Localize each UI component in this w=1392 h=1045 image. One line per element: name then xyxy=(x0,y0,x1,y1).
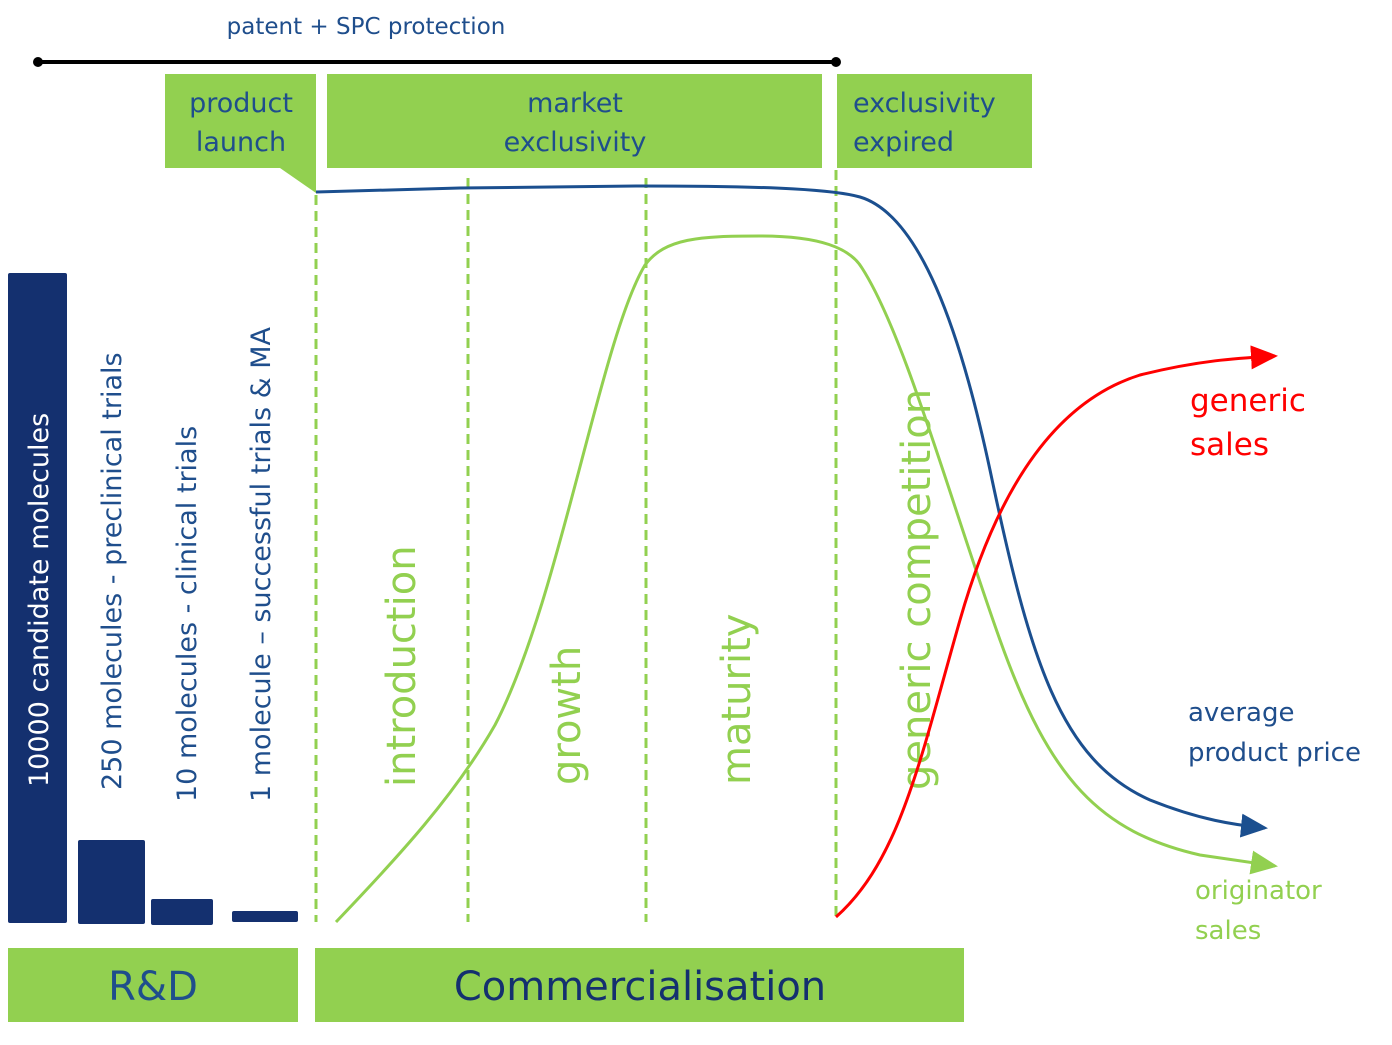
exclusivity-expired-line2: expired xyxy=(853,127,954,158)
originator-sales-label-line1: originator xyxy=(1195,876,1322,906)
exclusivity-expired-line1: exclusivity xyxy=(853,88,996,119)
originator-sales-label-line2: sales xyxy=(1195,916,1261,946)
rnd-stage-1-label: 10000 candidate molecules xyxy=(24,413,55,787)
phase-introduction: introduction xyxy=(379,545,425,787)
rnd-phase-bar: R&D xyxy=(8,948,298,1022)
originator-sales-curve xyxy=(334,234,1278,924)
rnd-stage-2-label: 250 molecules - preclinical trials xyxy=(97,352,128,790)
phase-maturity: maturity xyxy=(714,614,760,785)
product-launch-line2: launch xyxy=(196,127,286,158)
average-price-curve xyxy=(315,184,1268,838)
rnd-label: R&D xyxy=(108,964,198,1010)
rnd-bars xyxy=(8,273,298,925)
average-price-label-line2: product price xyxy=(1188,738,1361,768)
bar-10-molecules xyxy=(151,899,213,925)
average-price-label-line1: average xyxy=(1188,698,1294,728)
commercialisation-label: Commercialisation xyxy=(454,964,826,1010)
bar-1-molecule xyxy=(232,911,298,922)
phase-generic-competition: generic competition xyxy=(894,389,940,790)
protection-timeline xyxy=(33,57,841,67)
market-exclusivity-box: market exclusivity xyxy=(327,74,822,168)
phase-growth: growth xyxy=(544,646,590,785)
bar-250-molecules xyxy=(78,840,145,924)
bar-10000-molecules xyxy=(8,273,67,923)
market-exclusivity-line2: exclusivity xyxy=(504,127,647,158)
protection-label: patent + SPC protection xyxy=(227,14,506,40)
market-exclusivity-line1: market xyxy=(527,88,623,119)
commercialisation-phase-bar: Commercialisation xyxy=(315,948,964,1022)
phase-dividers xyxy=(314,170,838,922)
generic-sales-label-line2: sales xyxy=(1190,427,1269,463)
rnd-stage-3-label: 10 molecules - clinical trials xyxy=(172,426,203,802)
rnd-stage-4-label: 1 molecule – successful trials & MA xyxy=(246,326,277,802)
generic-sales-label-line1: generic xyxy=(1190,383,1306,419)
product-launch-box: product launch xyxy=(165,74,316,193)
generic-sales-curve xyxy=(835,345,1278,919)
exclusivity-expired-box: exclusivity expired xyxy=(837,74,1032,168)
product-launch-line1: product xyxy=(189,88,293,119)
